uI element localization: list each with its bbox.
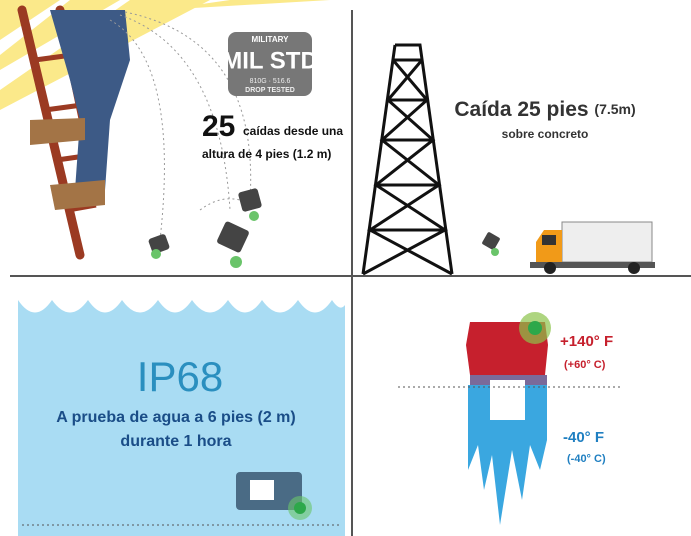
ip-rating: IP68 [137,353,223,400]
high-f: +140° F [560,333,613,350]
falling-device [481,231,500,256]
low-c: (-40° C) [567,453,606,465]
device-window [490,380,525,420]
water-line2: durante 1 hora [120,433,231,450]
tower-title: Caída 25 pies (7.5m) [454,98,635,121]
badge-bottom: DROP TESTED [245,87,295,94]
high-c: (+60° C) [564,359,606,371]
boot [30,118,85,145]
page: MILITARY MIL STD 810G · 516.6 DROP TESTE… [0,0,691,536]
low-f: -40° F [563,429,604,446]
tower-metric: (7.5m) [594,101,635,117]
tower-subtitle: sobre concreto [502,127,589,141]
indicator [528,321,542,335]
badge-code: 810G · 516.6 [250,78,291,85]
truck [530,222,655,274]
infographic: MILITARY MIL STD 810G · 516.6 DROP TESTE… [0,0,691,536]
tower-title-main: Caída 25 pies [454,98,588,121]
drop-line2: altura de 4 pies (1.2 m) [202,147,331,161]
badge-top: MILITARY [252,35,290,44]
badge-main: MIL STD [222,47,318,74]
drop-line1: caídas desde una [243,124,343,138]
tower [363,45,452,274]
drop-count: 25 [202,110,235,143]
boot [50,180,105,210]
devices [148,188,262,268]
water-line1: A prueba de agua a 6 pies (2 m) [56,409,295,426]
